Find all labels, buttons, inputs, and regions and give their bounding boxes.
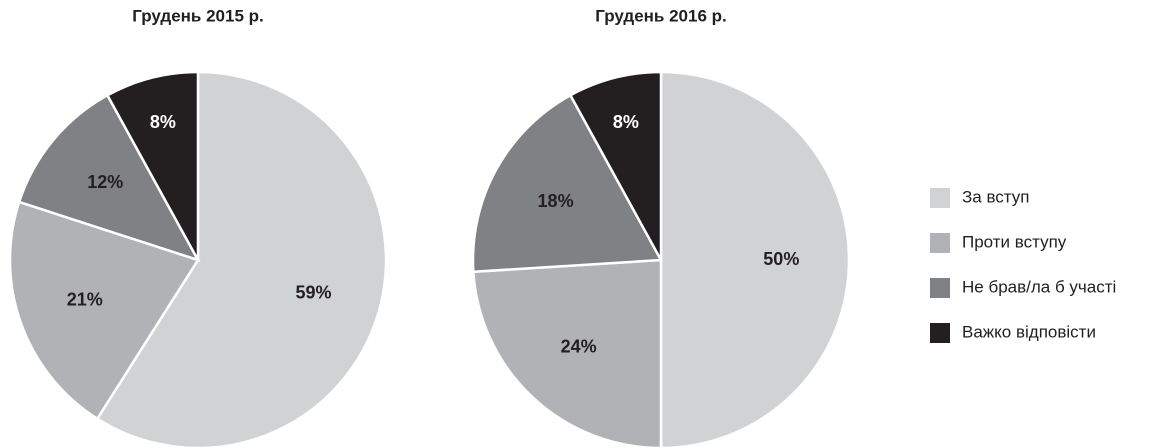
pie-slice [8, 200, 200, 421]
data-label: 59% [296, 282, 332, 302]
legend-swatch [930, 278, 950, 298]
pie-slice [105, 70, 200, 261]
data-label: 12% [87, 172, 123, 192]
data-label: 8% [613, 112, 639, 132]
chart-title: Грудень 2016 р. [595, 6, 727, 25]
pie-slice [17, 93, 201, 263]
legend-label: Проти вступу [962, 232, 1067, 251]
data-label: 21% [67, 290, 103, 310]
data-label: 8% [150, 112, 176, 132]
legend-label: За вступ [962, 187, 1029, 206]
pie-slice [659, 70, 851, 448]
legend-swatch [930, 323, 950, 343]
legend-swatch [930, 188, 950, 208]
pie-slice [568, 70, 663, 261]
pie-slice [471, 93, 664, 274]
pie-slice [472, 258, 663, 448]
chart-title: Грудень 2015 р. [132, 6, 264, 25]
legend-label: Не брав/ла б участі [962, 277, 1116, 296]
legend-swatch [930, 233, 950, 253]
data-label: 18% [538, 191, 574, 211]
data-label: 24% [561, 336, 597, 356]
data-label: 50% [763, 249, 799, 269]
legend-label: Важко відповісти [962, 322, 1096, 341]
